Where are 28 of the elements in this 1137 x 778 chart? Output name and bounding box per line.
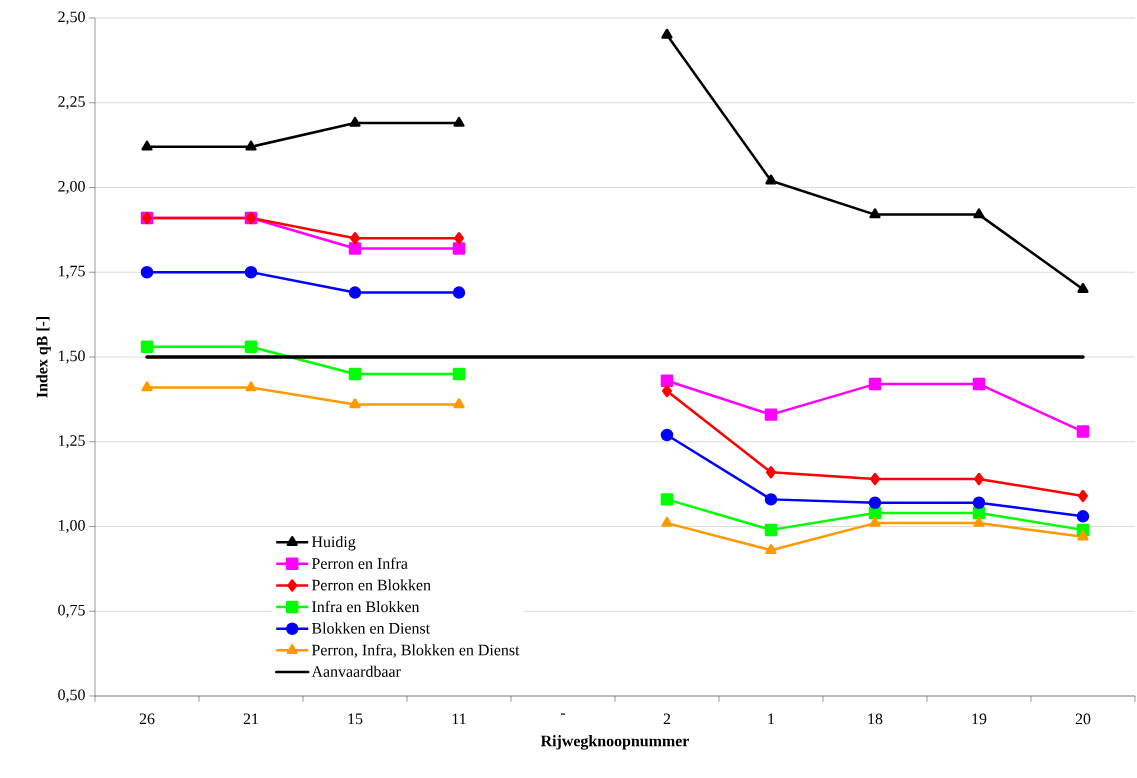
x-tick-label: 19 — [972, 713, 987, 725]
x-tick-label: 26 — [139, 713, 155, 725]
y-tick-label: 1,00 — [58, 519, 85, 534]
x-axis-title: Rijwegknoopnummer — [540, 735, 690, 750]
legend-label: Blokken en Dienst — [311, 622, 430, 634]
legend-label: Infra en Blokken — [312, 600, 420, 613]
y-tick-label: 0,75 — [58, 604, 85, 618]
x-tick-label: 1 — [768, 713, 775, 725]
x-tick-label: 11 — [452, 713, 466, 725]
legend-label: Perron en Blokken — [311, 579, 431, 591]
legend-label: Aanvaardbaar — [311, 665, 401, 677]
x-tick-label: 18 — [868, 713, 883, 725]
y-tick-label: 1,25 — [58, 435, 85, 449]
legend-label: Huidig — [311, 535, 356, 551]
x-tick-label: 15 — [348, 713, 363, 725]
legend-label: Perron, Infra, Blokken en Dienst — [311, 644, 520, 658]
x-tick-label: 21 — [243, 713, 259, 725]
x-tick-label: 2 — [663, 713, 671, 725]
y-tick-label: 2,50 — [58, 11, 85, 25]
y-tick-label: 2,25 — [58, 96, 85, 110]
y-tick-label: 1,75 — [58, 265, 85, 279]
legend-label: Perron en Infra — [311, 557, 408, 569]
y-tick-label: 1,50 — [58, 350, 85, 364]
x-tick-label: 20 — [1075, 713, 1091, 725]
y-tick-label: 2,00 — [58, 180, 85, 195]
x-tick-label: - — [560, 713, 566, 715]
y-axis-title: Index qB [-] — [36, 317, 51, 398]
y-tick-label: 0,50 — [58, 689, 85, 703]
